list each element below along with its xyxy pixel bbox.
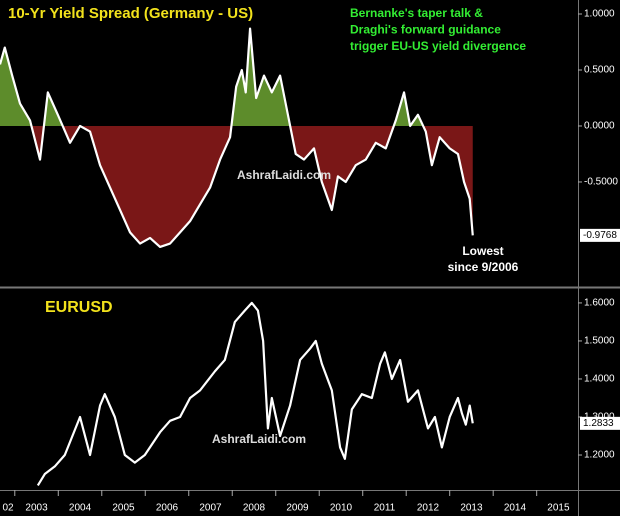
y-tick-label: 1.5000	[584, 336, 615, 347]
last-value-box	[580, 228, 620, 242]
x-tick-label: 2014	[504, 503, 527, 514]
callout: Lowest	[462, 244, 503, 258]
x-tick-label: 2011	[374, 503, 396, 514]
y-tick-label: 0.5000	[584, 65, 615, 76]
y-tick-label: 1.0000	[584, 9, 615, 20]
x-tick-label: 2007	[199, 503, 222, 514]
x-tick-label: 2009	[286, 503, 309, 514]
annotation: trigger EU-US yield divergence	[350, 39, 526, 53]
last-value-label: 1.2833	[583, 418, 614, 429]
plot-area	[0, 27, 474, 249]
x-tick-label: 2008	[243, 503, 266, 514]
y-tick-label: 0.0000	[584, 121, 615, 132]
x-tick-label: 2003	[25, 503, 48, 514]
x-tick-label: 2010	[330, 503, 353, 514]
x-tick-label: 2013	[460, 503, 483, 514]
y-tick-label: 1.2000	[584, 450, 615, 461]
data-line	[36, 301, 474, 487]
y-tick-label: -0.5000	[584, 177, 618, 188]
plot-area	[36, 301, 474, 487]
x-tick-label: 2004	[69, 503, 92, 514]
last-value-box	[580, 416, 620, 430]
chart-title: 10-Yr Yield Spread (Germany - US)	[8, 5, 253, 22]
x-tick-label: 2005	[112, 503, 135, 514]
chart-title: EURUSD	[45, 299, 113, 316]
area-below	[31, 125, 473, 247]
last-value-label: -0.9768	[583, 230, 617, 241]
x-tick-label: 2006	[156, 503, 179, 514]
data-line	[0, 27, 474, 249]
area-above	[0, 28, 473, 126]
callout: since 9/2006	[448, 260, 519, 274]
watermark: AshrafLaidi.com	[212, 432, 306, 446]
annotation: Bernanke's taper talk &	[350, 6, 483, 20]
x-tick-label: 2012	[417, 503, 440, 514]
y-tick-label: 1.6000	[584, 298, 615, 309]
x-tick-label: 02	[2, 503, 14, 514]
annotation: Draghi's forward guidance	[350, 23, 501, 37]
watermark: AshrafLaidi.com	[237, 168, 331, 182]
x-tick-label: 2015	[547, 503, 570, 514]
y-tick-label: 1.4000	[584, 374, 615, 385]
